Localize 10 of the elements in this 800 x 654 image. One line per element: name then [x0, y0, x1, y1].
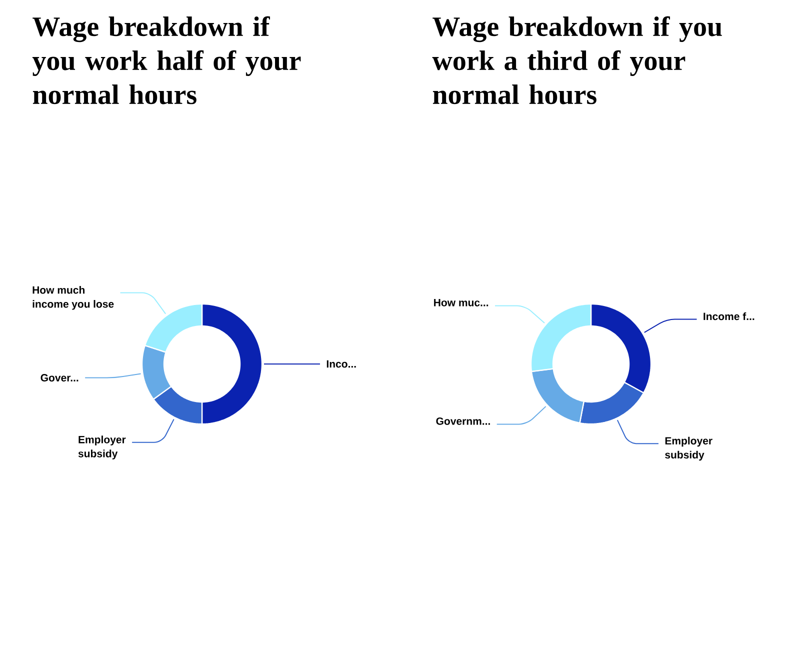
- slice-label: Employer subsidy: [78, 436, 126, 460]
- slice-label: Employer subsidy: [665, 436, 712, 461]
- slice-label: Governm...: [436, 417, 490, 425]
- slice-label: Inco...: [326, 360, 356, 368]
- slice-label: Gover...: [40, 374, 78, 382]
- chart-title: Wage breakdown if you work a third of your normal hours: [432, 16, 722, 104]
- slice-label: How much income you lose: [32, 286, 114, 310]
- slice-label: How muc...: [434, 299, 488, 306]
- chart-title: Wage breakdown if you work half of your normal hours: [32, 16, 301, 104]
- slice-label: Income f...: [704, 312, 754, 320]
